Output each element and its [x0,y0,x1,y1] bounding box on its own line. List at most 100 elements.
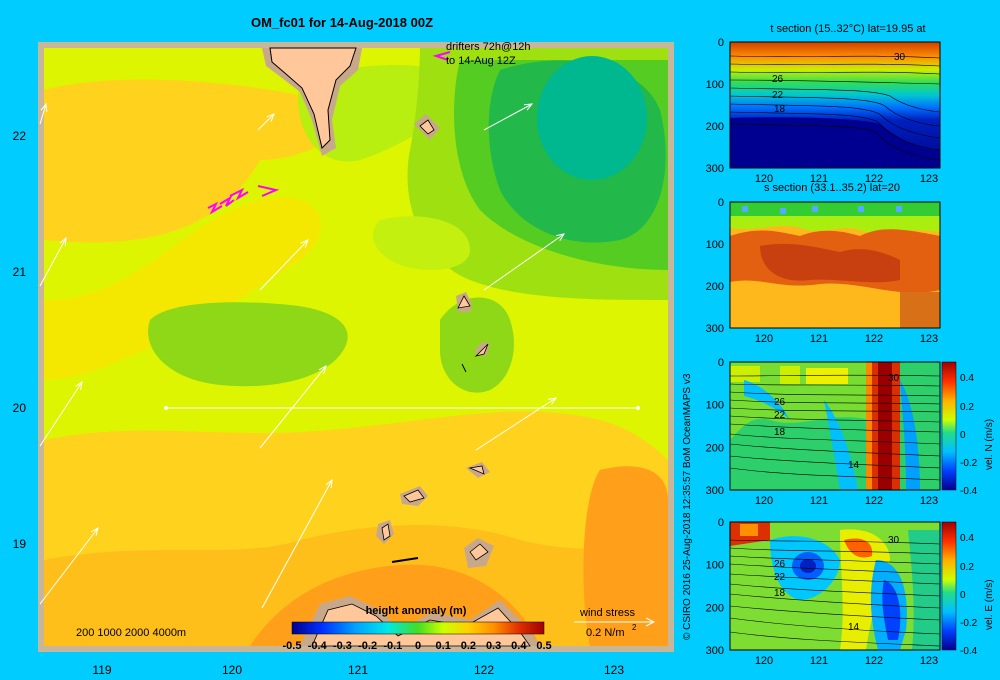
longitude-tick: 121 [810,173,828,185]
colorbar-tick: -0.2 [960,618,978,629]
panel3-contour-labels: 30 26 22 18 14 [774,373,900,471]
wind-arrow [257,113,275,131]
wind-arrow-head [556,233,566,242]
panel2-title: s section (33.1..35.2) lat=20 [764,182,900,194]
lon-tick: 123 [604,663,624,677]
colorbar-label: 0.5 [536,640,551,652]
lat-tick: 19 [13,537,27,551]
wind-arrow [483,103,533,131]
wind-arrow [475,397,557,451]
lon-tick-labels: 119 120 121 122 123 [92,663,624,677]
depth-legend: 200 1000 2000 4000m [76,627,186,639]
depth-tick: 0 [718,357,724,369]
depth-tick: 300 [706,163,724,175]
colorbar-label: 0.2 [461,640,476,652]
credit-text: © CSIRO 2016 25-Aug-2018 12:35:57 BoM Oc… [682,373,693,640]
contour-label: 22 [774,572,786,583]
depth-tick: 200 [706,121,724,133]
wind-arrow [259,239,309,291]
longitude-tick: 122 [865,173,883,185]
longitude-tick: 121 [810,495,828,507]
colorbar-labels: -0.5 -0.4 -0.3 -0.2 -0.1 0 0.1 0.2 0.3 0.4 0.5 [283,640,552,652]
contour-label: 30 [888,373,900,384]
colorbar-label: -0.2 [358,640,377,652]
wind-arrow-head [90,526,99,536]
lon-tick: 120 [222,663,242,677]
longitude-tick: 122 [865,495,883,507]
main-title: OM_fc01 for 14-Aug-2018 00Z [251,15,433,30]
wind-arrow-head [548,397,558,405]
wind-arrow-head [266,113,275,122]
wind-stress-label: wind stress [579,607,636,619]
wind-arrow-head [300,239,309,248]
colorbar-tick: -0.2 [960,458,978,469]
colorbar-tick: 0 [960,590,966,601]
longitude-tick: 121 [810,655,828,667]
wind-arrow [39,381,83,447]
drifters-text-line2: to 14-Aug 12Z [446,55,516,67]
drifter-tracks [207,51,451,215]
contour-label: 18 [774,427,786,438]
lat-tick-labels: 22 21 20 19 [13,129,27,551]
colorbar-tick: 0 [960,430,966,441]
wind-arrow-head [40,102,48,113]
colorbar-tick: 0.2 [960,402,974,413]
colorbar-label: -0.3 [333,640,352,652]
colorbar-label: 0.1 [436,640,451,652]
colorbar-tick: 0.4 [960,373,974,384]
vel-n-colorbar-ticks: 0.4 0.2 0 -0.2 -0.4 [960,373,978,497]
wind-arrow-head [59,236,67,247]
wind-arrow-head [523,103,534,111]
colorbar-label: -0.1 [383,640,402,652]
depth-tick: 300 [706,645,724,657]
velocity-east-section [730,522,940,650]
vel-e-colorbar [941,521,957,651]
lat-tick: 21 [13,265,27,279]
wind-arrow-head [325,478,333,489]
longitude-tick: 123 [920,333,938,345]
wind-arrow [39,237,67,287]
colorbar-label: 0.3 [486,640,501,652]
contour-label: 22 [774,410,786,421]
longitude-tick: 122 [865,655,883,667]
depth-tick: 100 [706,79,724,91]
depth-tick: 100 [706,400,724,412]
colorbar-tick: -0.4 [960,646,978,657]
depth-tick: 200 [706,602,724,614]
longitude-tick: 120 [755,333,773,345]
contour-label: 14 [848,460,860,471]
longitude-tick: 120 [755,173,773,185]
contour-label: 26 [774,559,786,570]
contour-label: 18 [774,104,786,115]
contour-label: 22 [772,90,784,101]
wind-stress-value: 0.2 N/m [586,627,625,639]
depth-tick: 0 [718,197,724,209]
wind-arrow [39,527,99,605]
longitude-tick: 120 [755,655,773,667]
land-masses [262,47,540,647]
depth-tick: 100 [706,239,724,251]
longitude-tick: 122 [865,333,883,345]
contour-label: 30 [894,52,906,63]
panel1-contour-labels: 30 26 22 18 [772,52,906,115]
taiwan-coast [269,47,357,149]
temperature-section [730,42,940,168]
colorbar-title: height anomaly (m) [366,605,467,617]
lon-tick: 119 [92,663,111,677]
depth-tick: 100 [706,560,724,572]
depth-tick: 200 [706,281,724,293]
vel-e-label: vel. E (m/s) [984,579,995,630]
depth-tick: 0 [718,517,724,529]
longitude-tick: 121 [810,333,828,345]
drifters-text-line1: drifters 72h@12h [446,41,531,53]
wind-arrow [261,479,333,609]
depth-tick: 300 [706,323,724,335]
wind-stress-arrows [39,102,566,609]
vel-n-colorbar [941,361,957,491]
colorbar-label: -0.4 [308,640,328,652]
lat-tick: 20 [13,401,27,415]
colorbar-label: -0.5 [283,640,302,652]
contour-label: 18 [774,588,786,599]
